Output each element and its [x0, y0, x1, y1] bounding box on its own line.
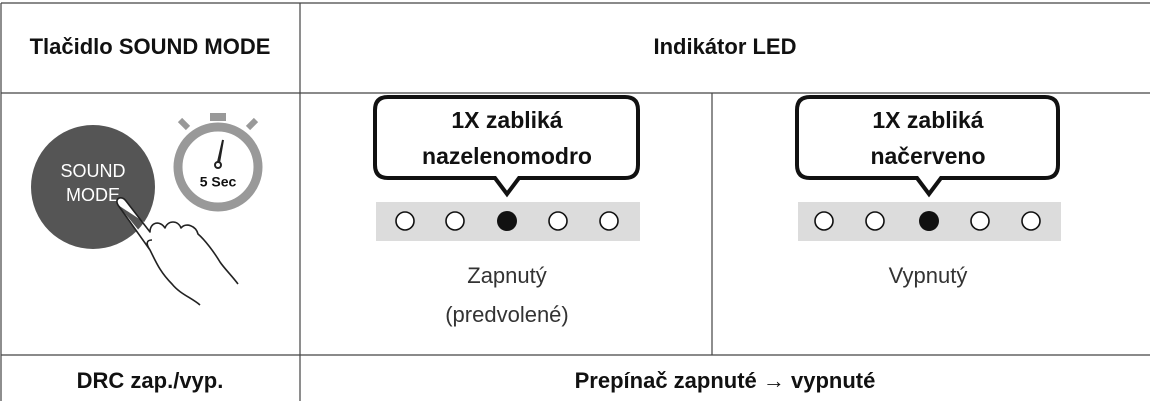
footer-cell: Prepínač zapnuté → vypnuté: [575, 368, 876, 393]
bubble-text: 1X zabliká: [451, 107, 562, 133]
bubble-text: nazelenomodro: [422, 143, 592, 169]
caption: Vypnutý: [889, 263, 968, 288]
timer-label: 5 Sec: [200, 174, 237, 190]
caption: Zapnutý: [467, 263, 547, 288]
footer-cell: DRC zap./vyp.: [77, 368, 224, 393]
state-on: 1X zabliká nazelenomodro Zapnutý (predvo…: [373, 95, 640, 327]
caption: (predvolené): [445, 302, 569, 327]
header-cell: Tlačidlo SOUND MODE: [30, 34, 271, 59]
bubble-text: 1X zabliká: [872, 107, 983, 133]
button-illustration: 5 Sec SOUND MODE: [31, 113, 263, 306]
state-off: 1X zabliká načerveno Vypnutý: [795, 95, 1061, 288]
button-label: SOUND: [60, 161, 125, 181]
header-cell: Indikátor LED: [653, 34, 796, 59]
button-label: MODE: [66, 185, 120, 205]
bubble-text: načerveno: [870, 143, 985, 169]
